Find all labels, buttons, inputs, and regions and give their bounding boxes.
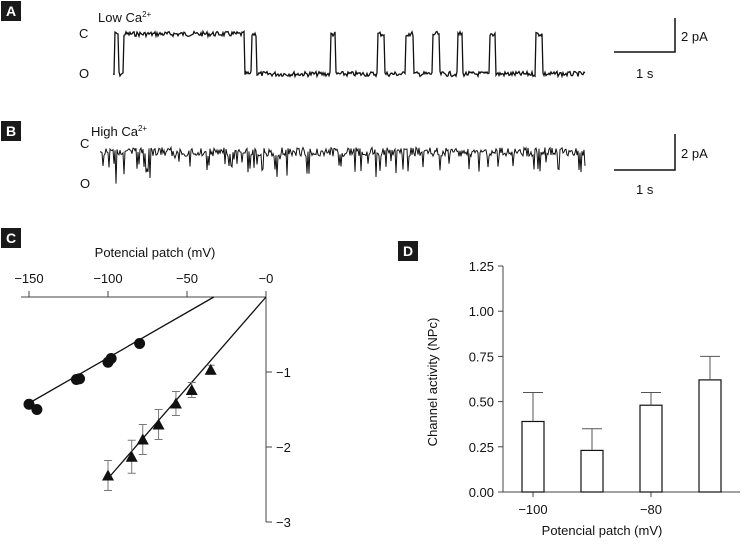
trace-b-scale-y: 2 pA xyxy=(681,146,708,161)
chart-c-point-circle xyxy=(134,338,146,349)
chart-c-point-circle xyxy=(31,404,43,415)
panel-c-label: C xyxy=(6,230,16,246)
chart-d-x-tick-label: −100 xyxy=(518,502,547,517)
chart-c-y-tick-label: −3 xyxy=(276,515,291,530)
chart-d-y-tick-label: 0.75 xyxy=(469,349,494,364)
trace-b-scale-x: 1 s xyxy=(636,182,654,197)
chart-c-x-tick-label: −150 xyxy=(14,271,43,286)
chart-c-point-triangle xyxy=(204,363,217,375)
trace-b-condition-sup: 2+ xyxy=(138,124,147,133)
panel-a: A Low Ca2+ C O 2 pA 1 s xyxy=(1,1,708,81)
chart-c-point-triangle xyxy=(185,384,198,395)
chart-d-bar xyxy=(698,379,722,493)
chart-d-y-tick-label: 0.25 xyxy=(469,440,494,455)
chart-c-x-tick-label: −100 xyxy=(93,271,122,286)
chart-c-point-circle xyxy=(105,353,117,364)
chart-d-bar xyxy=(521,420,545,493)
chart-d-x-tick-label: −80 xyxy=(640,502,662,517)
trace-a-condition-sup: 2+ xyxy=(142,10,151,19)
chart-c-y-tick-label: −2 xyxy=(276,440,291,455)
panel-c: C Potencial patch (mV) −150 −100 −50 −0 −1 −2… xyxy=(1,228,291,530)
chart-d-y-tick-label: 1.25 xyxy=(469,259,494,274)
chart-c-point-triangle xyxy=(102,469,114,481)
trace-a-condition: Low Ca2+ xyxy=(98,10,152,25)
panel-d-label: D xyxy=(403,243,413,259)
chart-c-fit-line xyxy=(107,296,267,479)
chart-c-point-triangle xyxy=(169,397,182,409)
chart-c-fit-line xyxy=(25,296,215,406)
chart-d-y-tick-label: 0.00 xyxy=(469,485,494,500)
chart-d-y-tick-label: 1.00 xyxy=(469,304,494,319)
trace-b-scale-bar xyxy=(614,134,676,171)
trace-b-condition: High Ca2+ xyxy=(91,124,147,139)
chart-d-xlabel: Potencial patch (mV) xyxy=(542,523,663,538)
chart-c-point-triangle xyxy=(125,450,138,462)
trace-a-scale-x: 1 s xyxy=(636,66,654,81)
panel-d: D Channel activity (NPc) Potencial patch… xyxy=(398,241,740,538)
panel-b: B High Ca2+ C O 2 pA 1 s xyxy=(1,121,708,197)
trace-b-open-label: O xyxy=(80,176,90,191)
chart-d-bar xyxy=(639,404,663,493)
panel-d-badge xyxy=(398,241,418,261)
chart-c-point-circle xyxy=(74,373,86,385)
chart-d-y-tick-label: 0.50 xyxy=(469,395,494,410)
chart-c-x-tick-label: −0 xyxy=(259,271,274,286)
trace-a-open-label: O xyxy=(79,66,89,81)
chart-d-ylabel: Channel activity (NPc) xyxy=(425,318,440,447)
chart-c-xlabel: Potencial patch (mV) xyxy=(95,245,216,260)
panel-b-badge xyxy=(1,121,21,141)
chart-c-x-tick-label: −50 xyxy=(176,271,198,286)
trace-a-closed-label: C xyxy=(79,26,88,41)
chart-c-point-triangle xyxy=(152,418,165,430)
chart-c-y-tick-label: −1 xyxy=(276,365,291,380)
panel-c-badge xyxy=(1,228,21,248)
trace-b-closed-label: C xyxy=(80,136,89,151)
trace-b-signal xyxy=(99,145,586,184)
chart-c-point-circle xyxy=(23,398,35,410)
trace-a-signal xyxy=(112,29,586,79)
chart-d-plot: 0.000.250.500.751.001.25−100−80−60−40 xyxy=(469,259,740,517)
trace-a-scale-y: 2 pA xyxy=(681,29,708,44)
trace-a-scale-bar xyxy=(614,18,676,53)
panel-a-label: A xyxy=(6,3,16,19)
panel-a-badge xyxy=(1,1,21,21)
chart-c-plot: −150 −100 −50 −0 −1 −2 −3 xyxy=(14,271,290,530)
chart-c-point-triangle xyxy=(136,433,149,445)
panel-b-label: B xyxy=(6,123,16,139)
chart-d-bar xyxy=(580,449,604,493)
